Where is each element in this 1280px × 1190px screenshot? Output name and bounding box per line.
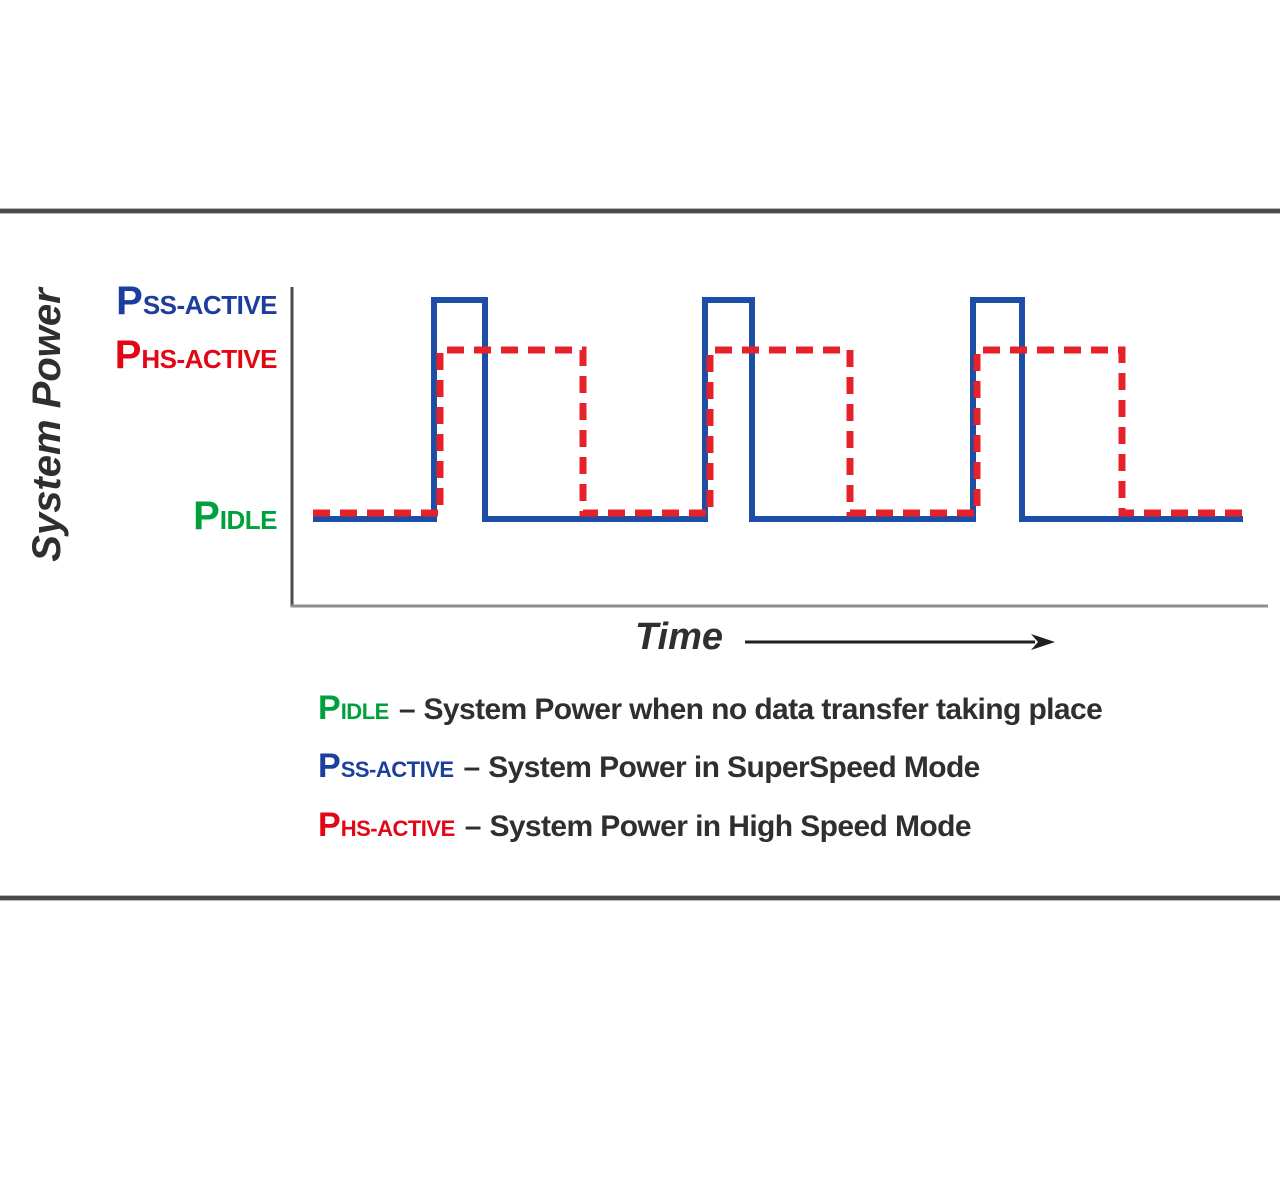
legend-row-hs-active: PHS-ACTIVE – System Power in High Speed Mo… <box>318 803 972 854</box>
level-idle-sub: IDLE <box>219 505 278 535</box>
level-idle-p: P <box>193 494 220 538</box>
legend-idle-description: System Power when no data transfer takin… <box>423 693 1103 726</box>
level-label-hs-active: PHS-ACTIVE <box>114 333 278 384</box>
bottom-divider-line <box>0 896 1280 900</box>
level-ss-p: P <box>116 279 143 323</box>
legend-ss-sub: SS-ACTIVE <box>340 757 454 782</box>
highspeed-power-waveform <box>313 346 1243 517</box>
legend-row-idle: PIDLE – System Power when no data transfer… <box>318 686 1103 737</box>
legend-row-ss-active: PSS-ACTIVE – System Power in SuperSpeed Mo… <box>318 744 980 795</box>
legend-hs-sub: HS-ACTIVE <box>340 816 456 841</box>
superspeed-power-waveform <box>313 297 1243 522</box>
y-axis-label: System Power <box>25 288 69 562</box>
legend-hs-description: System Power in High Speed Mode <box>489 810 971 843</box>
x-axis-label: Time <box>635 616 724 658</box>
level-hs-p: P <box>114 333 142 377</box>
time-arrow-head <box>1031 634 1055 650</box>
level-ss-sub: SS-ACTIVE <box>142 290 278 320</box>
legend-ss-p: P <box>318 747 341 785</box>
level-hs-sub: HS-ACTIVE <box>141 344 277 374</box>
top-divider-line <box>0 209 1280 213</box>
level-label-idle: PIDLE <box>193 496 277 545</box>
legend-idle-separator: – <box>398 693 416 726</box>
level-label-ss-active: PSS-ACTIVE <box>116 281 277 330</box>
legend-ss-description: System Power in SuperSpeed Mode <box>488 751 980 784</box>
legend-hs-p: P <box>318 806 341 844</box>
legend-ss-separator: – <box>463 751 481 784</box>
legend-hs-separator: – <box>464 810 482 843</box>
legend-idle-p: P <box>318 689 341 727</box>
legend-idle-sub: IDLE <box>340 699 390 724</box>
